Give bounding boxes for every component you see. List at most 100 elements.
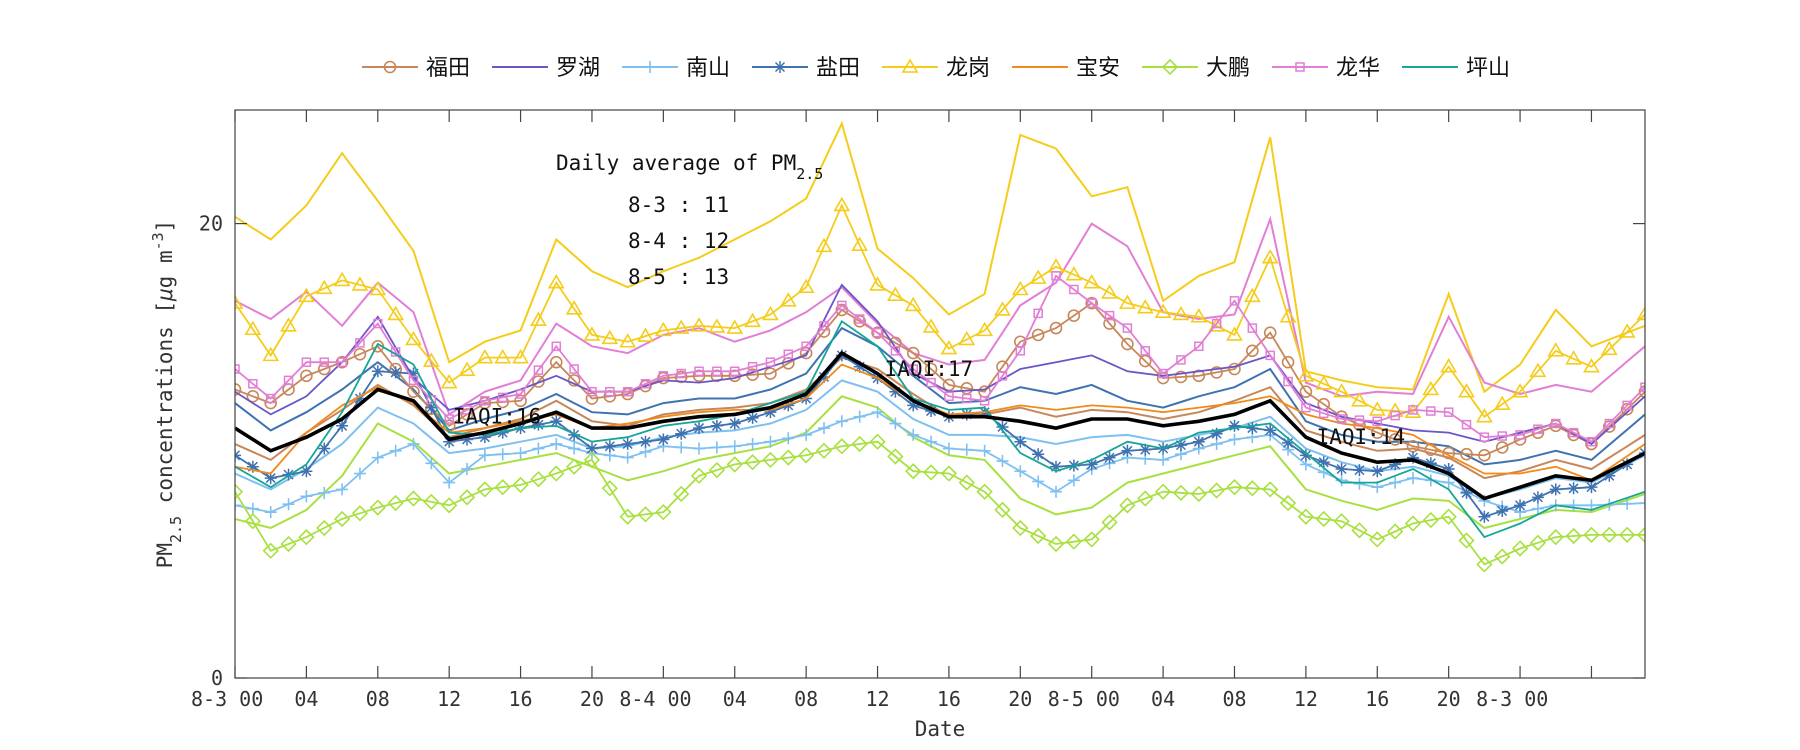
point-大鹏-75: [1565, 527, 1582, 545]
point-龙岗-13: [458, 361, 476, 376]
point-龙华-19: [569, 364, 579, 374]
point-福田-0: [235, 383, 242, 396]
point-南山-68: [1442, 476, 1455, 489]
x-tick-label-2: 08: [366, 687, 390, 711]
point-龙华-74: [1551, 418, 1561, 429]
point-南山-55: [1210, 437, 1223, 450]
point-大鹏-66: [1404, 515, 1422, 532]
point-南山-27: [710, 441, 723, 454]
point-龙华-36: [872, 327, 883, 338]
point-龙华-54: [1194, 341, 1204, 352]
point-盐田-57: [1246, 422, 1259, 435]
legend-label-福田: 福田: [426, 56, 470, 81]
point-南山-29: [746, 437, 759, 450]
point-大鹏-7: [351, 505, 369, 522]
point-盐田-38: [907, 399, 920, 412]
point-盐田-75: [1567, 482, 1580, 495]
point-龙岗-31: [779, 292, 797, 307]
x-tick-label-10: 16: [937, 687, 961, 711]
point-大鹏-5: [316, 519, 333, 537]
point-龙岗-77: [1600, 340, 1618, 356]
point-龙岗-41: [958, 330, 976, 346]
point-龙岗-67: [1422, 380, 1440, 396]
point-大鹏-19: [565, 458, 583, 475]
point-龙岗-39: [922, 318, 940, 333]
point-龙岗-45: [1029, 269, 1047, 284]
point-龙岗-70: [1475, 408, 1493, 423]
legend-label-罗湖: 罗湖: [556, 56, 600, 81]
point-龙岗-58: [1261, 249, 1279, 264]
point-南山-5: [318, 486, 331, 499]
point-龙岗-73: [1529, 362, 1547, 378]
point-龙岗-14: [476, 349, 494, 364]
point-盐田-35: [853, 360, 866, 373]
point-盐田-48: [1085, 458, 1098, 471]
point-大鹏-77: [1601, 526, 1618, 543]
x-tick-label-14: 08: [1222, 687, 1246, 711]
point-福田-78: [1620, 402, 1634, 416]
series-line-龙岗: [235, 203, 1645, 418]
point-大鹏-42: [976, 483, 993, 500]
point-福田-18: [549, 355, 563, 369]
point-大鹏-12: [441, 497, 458, 514]
plot-area: [235, 120, 1645, 573]
point-盐田-6: [336, 419, 349, 432]
legend-label-坪山: 坪山: [1466, 56, 1510, 81]
point-南山-15: [496, 448, 509, 461]
point-大鹏-10: [405, 490, 422, 507]
point-大鹏-2: [262, 542, 279, 559]
iaqi-label-2: IAQI:14: [1317, 425, 1406, 449]
x-axis-label: Date: [915, 717, 966, 741]
x-tick-label-6: 8-4 00: [619, 687, 691, 711]
extra-line-1: [235, 120, 1645, 394]
point-南山-56: [1228, 433, 1241, 446]
point-大鹏-38: [905, 463, 922, 480]
point-南山-3: [282, 498, 295, 511]
point-大鹏-65: [1386, 523, 1404, 540]
point-龙岗-43: [994, 301, 1011, 316]
y-axis: 0 20: [199, 212, 1645, 690]
y-label-pm: PM: [153, 543, 177, 568]
point-盐田-69: [1460, 486, 1473, 499]
point-大鹏-60: [1297, 508, 1315, 525]
extra-line-5: [235, 379, 1645, 500]
point-盐田-50: [1121, 444, 1134, 457]
point-南山-45: [1032, 475, 1045, 488]
point-大鹏-39: [922, 464, 940, 481]
point-南山-65: [1389, 476, 1402, 489]
point-南山-31: [782, 432, 795, 445]
point-龙华-77: [1604, 418, 1615, 429]
point-龙岗-53: [1172, 305, 1190, 321]
annotation-line-8-3: 8-3 : 11: [628, 193, 729, 217]
point-龙岗-4: [297, 287, 315, 303]
point-龙岗-50: [1119, 294, 1136, 309]
point-龙华-51: [1140, 346, 1151, 356]
point-大鹏-45: [1030, 527, 1047, 545]
point-南山-14: [478, 449, 491, 462]
plot-frame: [234, 109, 1646, 679]
point-龙华-44: [1015, 346, 1026, 356]
point-福田-10: [407, 385, 420, 399]
point-龙岗-60: [1297, 367, 1315, 382]
point-龙岗-15: [494, 349, 512, 364]
point-龙华-76: [1586, 436, 1597, 447]
point-盐田-14: [478, 431, 491, 444]
point-龙华-14: [480, 396, 490, 406]
point-福田-27: [710, 369, 724, 383]
y-label-mu: μ: [153, 288, 177, 302]
point-龙华-73: [1533, 424, 1543, 434]
series-line-罗湖: [235, 283, 1645, 446]
point-福田-55: [1210, 366, 1223, 379]
point-龙华-24: [658, 371, 669, 381]
point-龙华-66: [1408, 405, 1418, 415]
point-大鹏-18: [548, 465, 565, 482]
point-南山-43: [996, 455, 1009, 468]
point-南山-4: [300, 490, 313, 503]
x-tick-label-5: 20: [580, 687, 604, 711]
daily-average-annotation: Daily average of PM2.5 8-3 : 11 8-4 : 12…: [556, 151, 823, 289]
point-龙华-52: [1158, 368, 1168, 379]
point-龙岗-34: [833, 196, 851, 212]
point-大鹏-0: [235, 483, 244, 500]
point-南山-10: [407, 437, 420, 450]
point-大鹏-53: [1172, 484, 1190, 501]
